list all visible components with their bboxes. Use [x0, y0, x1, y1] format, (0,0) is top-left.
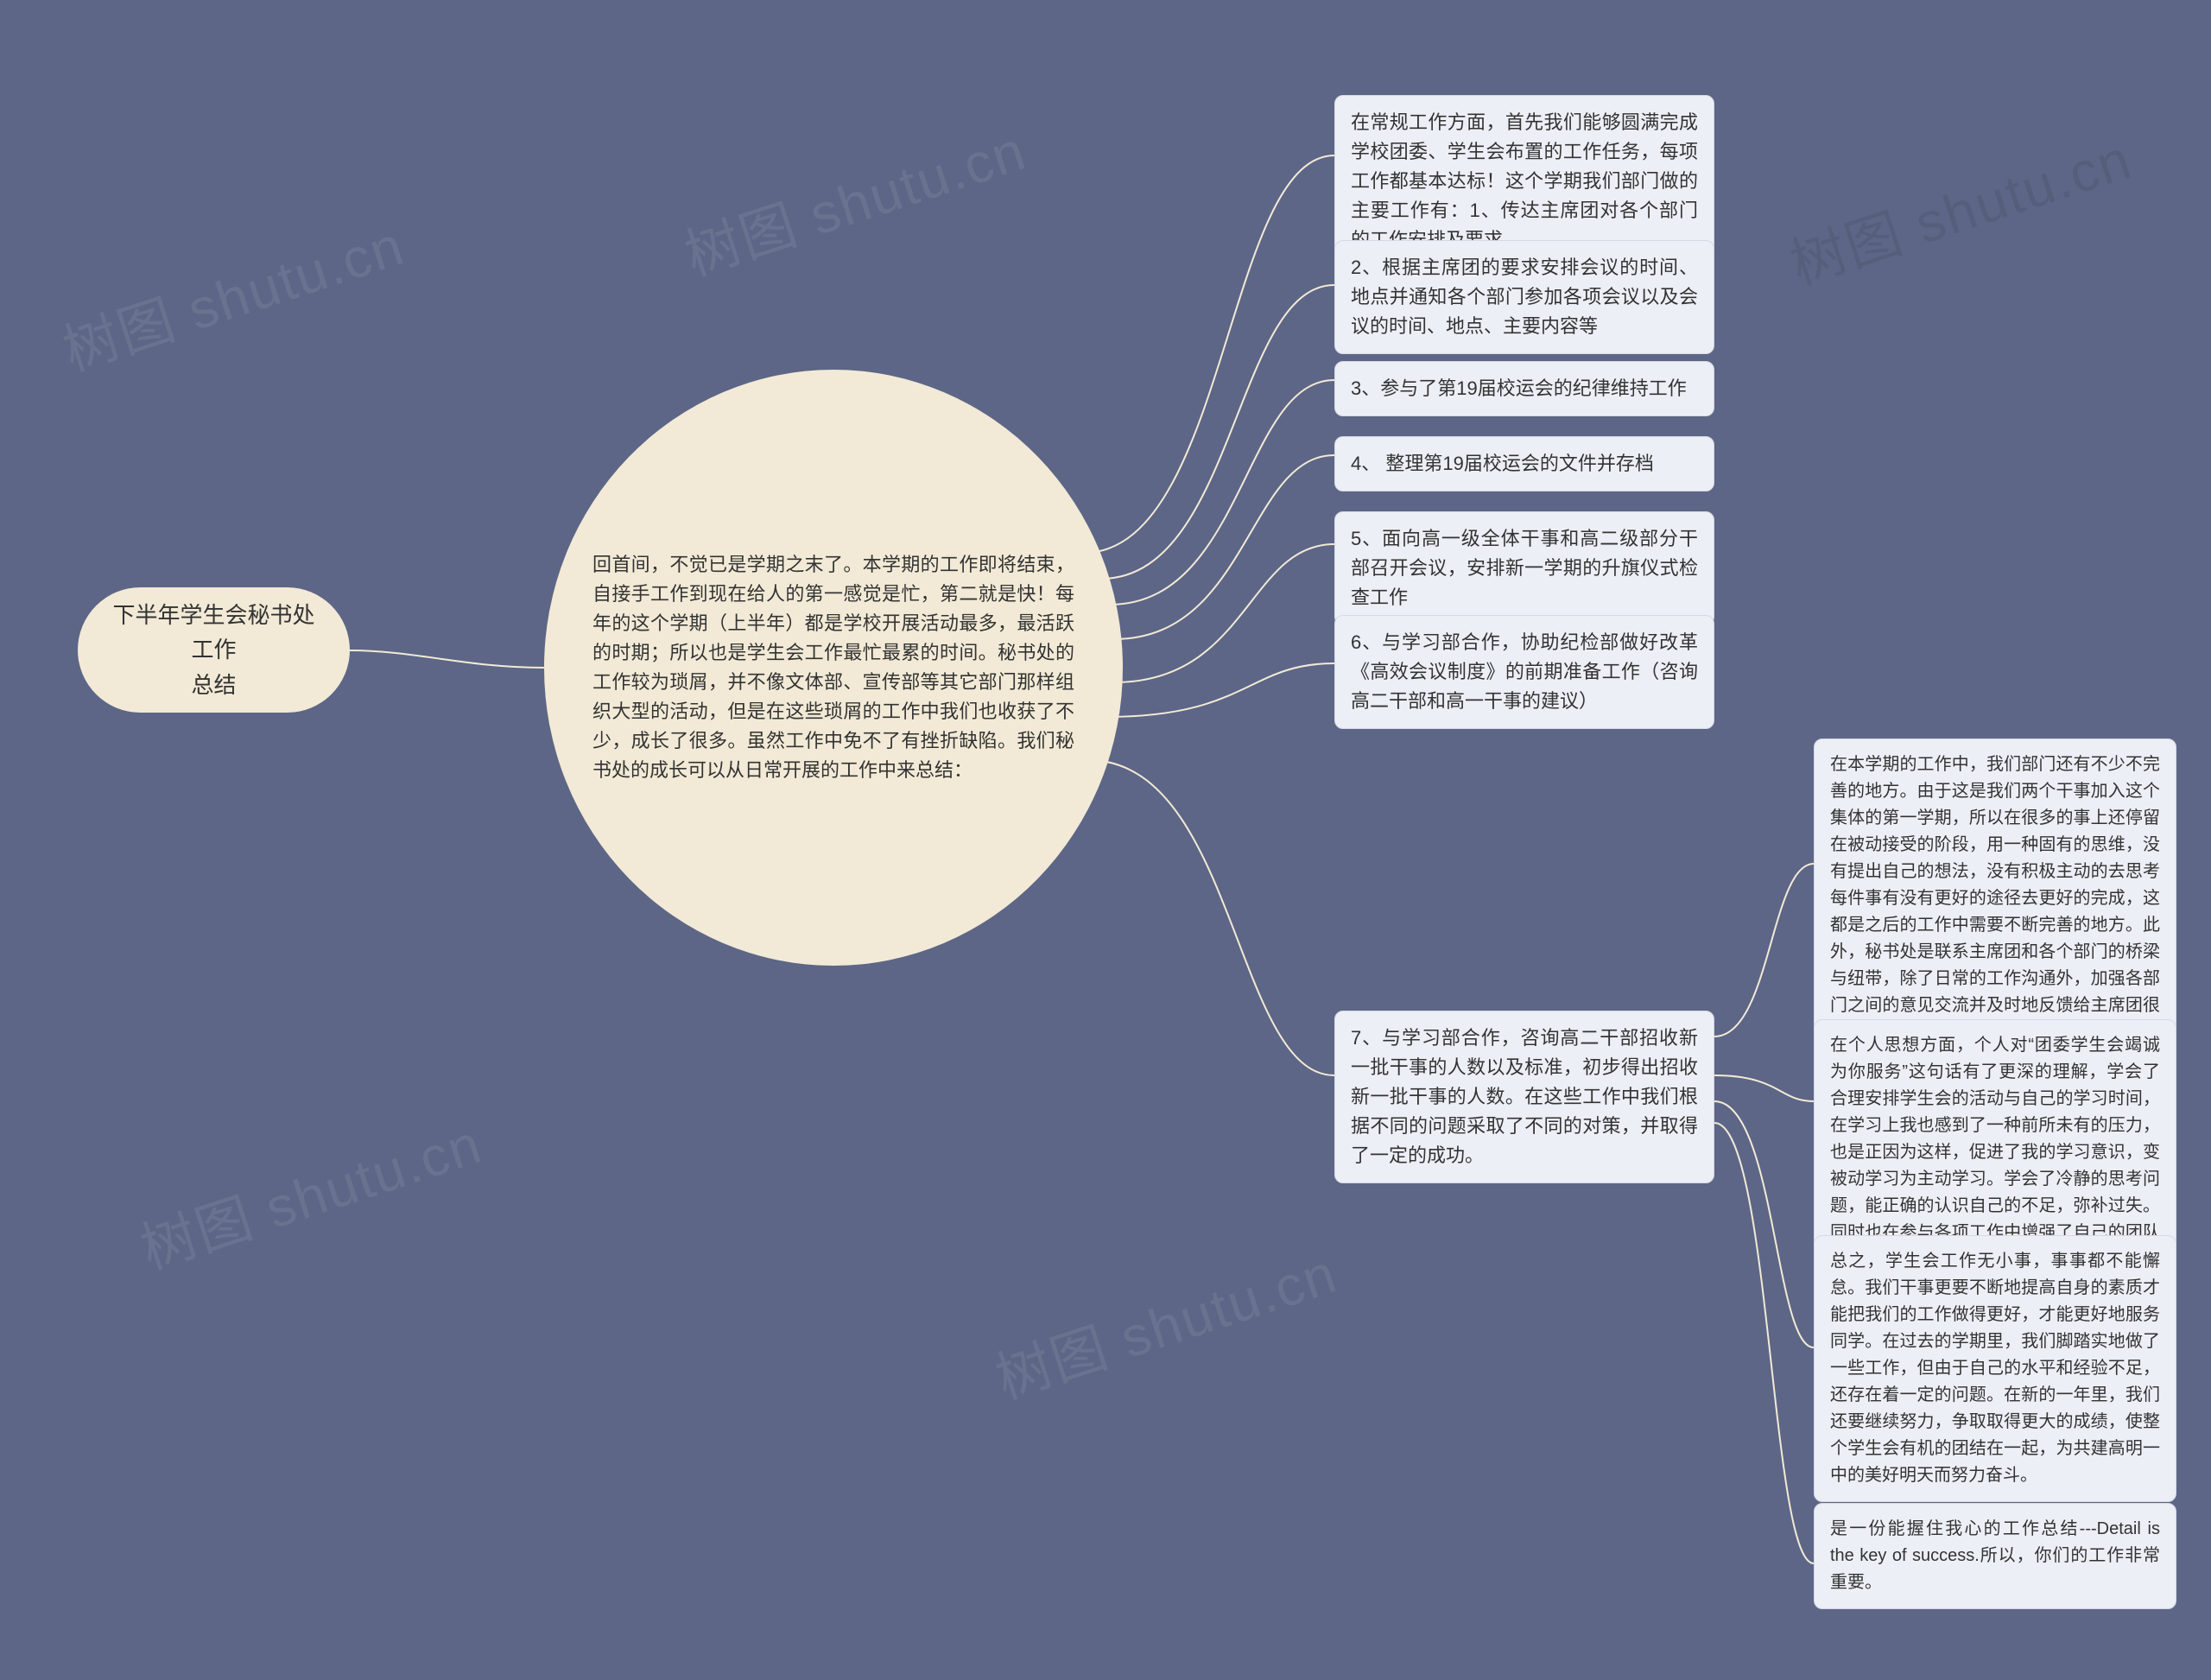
grandchild-text-c: 总之，学生会工作无小事，事事都不能懈怠。我们干事更要不断地提高自身的素质才能把我…: [1830, 1252, 2160, 1485]
child-node-3[interactable]: 3、参与了第19届校运会的纪律维持工作: [1334, 361, 1714, 416]
root-node[interactable]: 下半年学生会秘书处工作 总结: [78, 587, 350, 713]
central-text: 回首间，不觉已是学期之末了。本学期的工作即将结束，自接手工作到现在给人的第一感觉…: [592, 550, 1074, 786]
watermark: 树图 shutu.cn: [985, 1229, 1346, 1414]
grandchild-text-b: 在个人思想方面，个人对“团委学生会竭诚为你服务”这句话有了更深的理解，学会了合理…: [1830, 1036, 2160, 1269]
root-title-line2: 总结: [105, 668, 322, 702]
grandchild-node-c[interactable]: 总之，学生会工作无小事，事事都不能懈怠。我们干事更要不断地提高自身的素质才能把我…: [1814, 1235, 2176, 1502]
watermark: 树图 shutu.cn: [130, 1100, 491, 1284]
mindmap-stage: 树图 shutu.cn 树图 shutu.cn 树图 shutu.cn 树图 s…: [0, 0, 2211, 1680]
grandchild-node-a[interactable]: 在本学期的工作中，我们部门还有不少不完善的地方。由于这是我们两个干事加入这个集体…: [1814, 739, 2176, 1059]
child-text-1: 在常规工作方面，首先我们能够圆满完成学校团委、学生会布置的工作任务，每项工作都基…: [1351, 111, 1698, 250]
child-text-4: 4、 整理第19届校运会的文件并存档: [1351, 453, 1654, 474]
watermark: 树图 shutu.cn: [1779, 115, 2140, 300]
child-node-2[interactable]: 2、根据主席团的要求安排会议的时间、地点并通知各个部门参加各项会议以及会议的时间…: [1334, 240, 1714, 354]
child-text-6: 6、与学习部合作，协助纪检部做好改革《高效会议制度》的前期准备工作（咨询高二干部…: [1351, 631, 1698, 712]
child-text-2: 2、根据主席团的要求安排会议的时间、地点并通知各个部门参加各项会议以及会议的时间…: [1351, 257, 1698, 337]
grandchild-text-d: 是一份能握住我心的工作总结---Detail is the key of suc…: [1830, 1519, 2160, 1592]
central-node[interactable]: 回首间，不觉已是学期之末了。本学期的工作即将结束，自接手工作到现在给人的第一感觉…: [544, 370, 1123, 966]
root-title-line1: 下半年学生会秘书处工作: [105, 598, 322, 668]
grandchild-node-d[interactable]: 是一份能握住我心的工作总结---Detail is the key of suc…: [1814, 1503, 2176, 1609]
child-node-4[interactable]: 4、 整理第19届校运会的文件并存档: [1334, 436, 1714, 491]
child-text-5: 5、面向高一级全体干事和高二级部分干部召开会议，安排新一学期的升旗仪式检查工作: [1351, 528, 1698, 608]
grandchild-text-a: 在本学期的工作中，我们部门还有不少不完善的地方。由于这是我们两个干事加入这个集体…: [1830, 755, 2160, 1042]
child-node-5[interactable]: 5、面向高一级全体干事和高二级部分干部召开会议，安排新一学期的升旗仪式检查工作: [1334, 511, 1714, 625]
child-node-6[interactable]: 6、与学习部合作，协助纪检部做好改革《高效会议制度》的前期准备工作（咨询高二干部…: [1334, 615, 1714, 729]
watermark: 树图 shutu.cn: [52, 201, 413, 386]
child-text-7: 7、与学习部合作，咨询高二干部招收新一批干事的人数以及标准，初步得出招收新一批干…: [1351, 1027, 1698, 1166]
child-node-7[interactable]: 7、与学习部合作，咨询高二干部招收新一批干事的人数以及标准，初步得出招收新一批干…: [1334, 1011, 1714, 1183]
child-text-3: 3、参与了第19届校运会的纪律维持工作: [1351, 377, 1687, 399]
watermark: 树图 shutu.cn: [674, 106, 1035, 291]
